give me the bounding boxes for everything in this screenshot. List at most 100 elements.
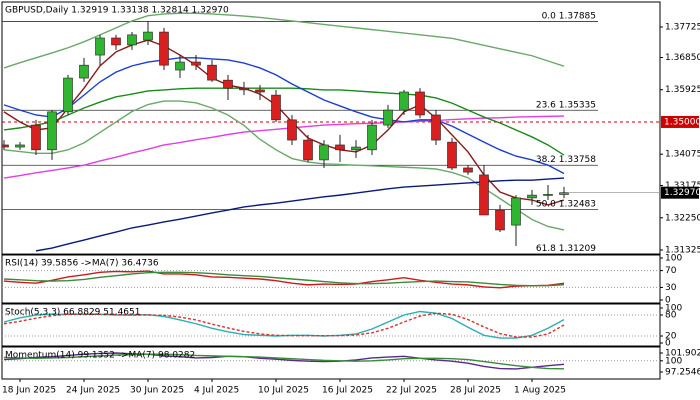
y-tick-label: 1.34075: [665, 150, 700, 160]
candle-body: [175, 61, 185, 71]
series-line: [3, 57, 565, 175]
candle-body: [223, 79, 233, 89]
series-line: [3, 100, 565, 231]
candle-body: [319, 144, 329, 161]
x-tick-label: 10 Jul 2025: [258, 386, 309, 396]
candle-body: [367, 124, 377, 151]
y-tick-label: 0: [665, 296, 671, 306]
series-line: [3, 352, 565, 370]
y-tick-label: 101.9022: [665, 348, 700, 358]
y-tick-label: 1.32250: [665, 213, 700, 223]
candle-body: [511, 197, 521, 226]
y-tick-label: 0: [665, 339, 671, 349]
panel-content: [3, 270, 565, 289]
fib-value: 1.37885: [559, 11, 596, 21]
y-tick-label: 1.33175: [665, 181, 700, 191]
candle-body: [271, 94, 281, 121]
fib-label: 50.0 1.32483: [536, 199, 596, 209]
series-line: [3, 87, 565, 156]
candle-body: [111, 37, 121, 46]
candle-body: [191, 61, 201, 66]
x-tick-label: 22 Jul 2025: [386, 386, 437, 396]
fib-value: 1.31209: [559, 244, 596, 254]
fib-label: 61.8 1.31209: [536, 244, 596, 254]
panel-title: Momentum(14) 99.1352 ->MA(7) 98.0282: [5, 351, 195, 361]
candle-body: [239, 87, 249, 91]
y-tick-label: 20: [665, 332, 677, 342]
panel-content: [3, 352, 565, 370]
fib-level: 0.0: [542, 11, 557, 21]
last-price-box: [661, 186, 699, 199]
fib-label: 38.2 1.33758: [536, 155, 596, 165]
candle-body: [47, 111, 57, 151]
fib-value: 1.35335: [559, 100, 596, 110]
x-tick-label: 28 Jul 2025: [450, 386, 501, 396]
candle-body: [479, 174, 489, 216]
y-tick-label: 97.2546: [665, 367, 700, 377]
candle-body: [95, 37, 105, 56]
candle-body: [447, 141, 457, 169]
series-line: [3, 115, 565, 179]
candle-body: [415, 91, 425, 116]
candle-body: [351, 146, 361, 151]
last-price-label: 1.32970: [664, 188, 700, 198]
candle-body: [559, 192, 569, 195]
fib-value: 1.32483: [559, 199, 596, 209]
fib-label: 23.6 1.35335: [536, 100, 596, 110]
candle-body: [127, 34, 137, 46]
panel-frame: [1, 254, 661, 304]
candle-body: [15, 144, 25, 148]
panel-title: RSI(14) 39.5856 ->MA(7) 36.4736: [5, 259, 159, 269]
panel-content: [3, 310, 565, 339]
candle-body: [287, 119, 297, 141]
y-tick-label: 1.37725: [665, 23, 700, 33]
series-line: [3, 270, 565, 289]
candle-body: [303, 139, 313, 161]
x-tick-label: 24 Jun 2025: [66, 386, 120, 396]
candle-body: [383, 109, 393, 126]
fib-level: 61.8: [536, 244, 556, 254]
candle-body: [495, 209, 505, 231]
panel-title: Stoch(5,3,3) 66.8829 51.4651: [5, 308, 140, 318]
panel-title: GBPUSD,Daily 1.32919 1.33138 1.32814 1.3…: [5, 6, 229, 16]
series-line: [3, 12, 565, 69]
candle-body: [255, 89, 265, 93]
fib-value: 1.33758: [559, 155, 596, 165]
candle-body: [159, 31, 169, 66]
fib-level: 23.6: [536, 100, 556, 110]
level-label: 1.35000: [664, 117, 700, 127]
panel-frame: [1, 303, 661, 347]
y-tick-label: 100: [665, 356, 682, 366]
candle-body: [143, 31, 153, 41]
panel-frame: [1, 346, 661, 380]
y-tick-label: 100: [665, 304, 682, 314]
fib-label: 0.0 1.37885: [542, 11, 596, 21]
candle-body: [399, 91, 409, 111]
candle-body: [335, 144, 345, 151]
x-tick-label: 16 Jul 2025: [322, 386, 373, 396]
x-tick-label: 1 Aug 2025: [514, 386, 566, 396]
candle-body: [63, 77, 73, 113]
x-tick-label: 30 Jun 2025: [130, 386, 184, 396]
candle-body: [79, 64, 89, 79]
fib-level: 38.2: [536, 155, 556, 165]
y-tick-label: 100: [665, 254, 682, 264]
y-tick-label: 1.36850: [665, 53, 700, 63]
x-tick-label: 18 Jun 2025: [2, 386, 56, 396]
y-tick-label: 30: [665, 283, 677, 293]
y-tick-label: 1.31325: [665, 246, 700, 256]
y-tick-label: 80: [665, 311, 677, 321]
y-tick-label: 70: [665, 266, 677, 276]
candle-body: [543, 194, 553, 196]
candle-body: [31, 124, 41, 151]
x-tick-label: 4 Jul 2025: [194, 386, 239, 396]
series-line: [35, 177, 565, 252]
candle-body: [431, 114, 441, 141]
candle-body: [2, 144, 9, 148]
panel-content: [2, 12, 660, 254]
candle-body: [463, 167, 473, 173]
level-label-box: [661, 115, 699, 128]
series-line: [3, 353, 565, 370]
